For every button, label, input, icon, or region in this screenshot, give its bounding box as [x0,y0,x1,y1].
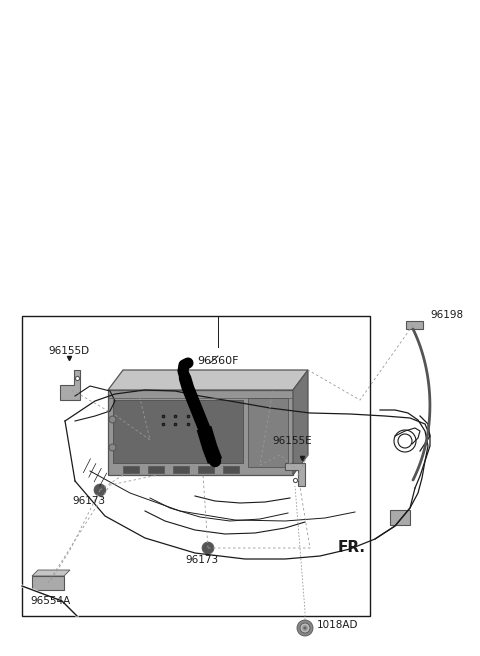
Polygon shape [108,370,308,390]
Text: 96173: 96173 [72,496,105,506]
Text: 1018AD: 1018AD [317,620,359,630]
Circle shape [300,623,310,633]
Polygon shape [406,321,423,329]
Circle shape [206,546,210,550]
Polygon shape [108,390,293,475]
Polygon shape [32,576,64,590]
Bar [123,466,139,473]
Polygon shape [390,510,410,525]
Circle shape [96,486,104,494]
Text: 96554A: 96554A [30,596,70,606]
Polygon shape [293,370,308,475]
Text: 96155D: 96155D [48,346,89,356]
Circle shape [297,620,313,636]
Circle shape [303,626,307,630]
Text: 96173: 96173 [185,555,218,565]
Polygon shape [195,461,280,501]
Text: 96560F: 96560F [197,356,239,366]
Polygon shape [270,478,298,501]
Polygon shape [285,463,305,486]
Circle shape [98,488,102,492]
Text: 96155E: 96155E [272,436,312,446]
Bar [173,466,189,473]
Bar [248,398,288,467]
Text: 96198: 96198 [430,310,463,320]
Polygon shape [315,528,335,548]
Bar [198,466,214,473]
Polygon shape [275,471,285,499]
Polygon shape [215,498,275,506]
Polygon shape [60,370,80,400]
Circle shape [202,542,214,554]
Circle shape [94,484,106,496]
Bar [113,400,243,463]
Bar [22,316,370,616]
Circle shape [204,544,212,552]
Bar [223,466,239,473]
Polygon shape [32,570,70,576]
Text: FR.: FR. [338,541,366,556]
Circle shape [302,625,308,631]
Bar [148,466,164,473]
